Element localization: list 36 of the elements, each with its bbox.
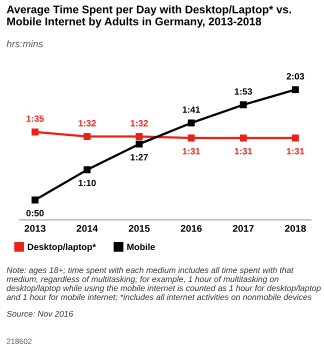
x-tick-label: 2017	[232, 224, 254, 232]
legend-label: Mobile	[127, 243, 155, 250]
point	[84, 133, 91, 140]
point	[32, 128, 39, 136]
point	[240, 134, 247, 142]
data-label: 2:03	[286, 73, 304, 80]
point	[188, 119, 195, 126]
point	[292, 134, 299, 142]
data-label: 1:32	[78, 120, 96, 126]
x-tick-label: 2014	[76, 224, 98, 232]
x-tick-label: 2015	[128, 224, 150, 232]
data-label: 1:32	[130, 120, 148, 126]
data-label: 1:31	[234, 148, 252, 154]
x-tick-label: 2013	[24, 224, 46, 232]
data-label: 1:31	[182, 148, 200, 154]
text: Note: ages 18+; time spent with each medium includes all time spent with that medium, regardless of multitasking; for example, 1 hour of multitasking on desktop/laptop while using the mobile internet is counted as 1 hour for desktop/laptop and 1 hour for mobile internet; *includes all internet activities on nonmobile devices	[6, 266, 321, 302]
data-label: 1:27	[130, 154, 148, 160]
source-note: Source: Nov 2016	[6, 310, 74, 317]
data-label: 1:10	[78, 180, 96, 186]
point	[240, 101, 247, 108]
chart-subtitle: hrs:mins	[6, 40, 44, 48]
point	[136, 140, 143, 148]
legend-label: Desktop/laptop*	[28, 243, 96, 252]
point	[84, 166, 91, 174]
x-tick-label: 2016	[180, 224, 202, 232]
x-tick-label: 2018	[284, 224, 306, 232]
data-label: 1:35	[26, 115, 44, 122]
data-label: 1:31	[286, 148, 304, 154]
point	[136, 133, 143, 140]
data-label: 1:41	[182, 106, 200, 113]
data-label: 0:50	[26, 210, 44, 216]
point	[292, 86, 299, 94]
chart-title: Average Time Spent per Day with Desktop/Laptop* vs. Mobile Internet by Adults in Germany, 2013-2018	[6, 5, 291, 28]
point	[188, 134, 195, 142]
data-label: 1:53	[234, 88, 252, 95]
point	[32, 196, 39, 204]
